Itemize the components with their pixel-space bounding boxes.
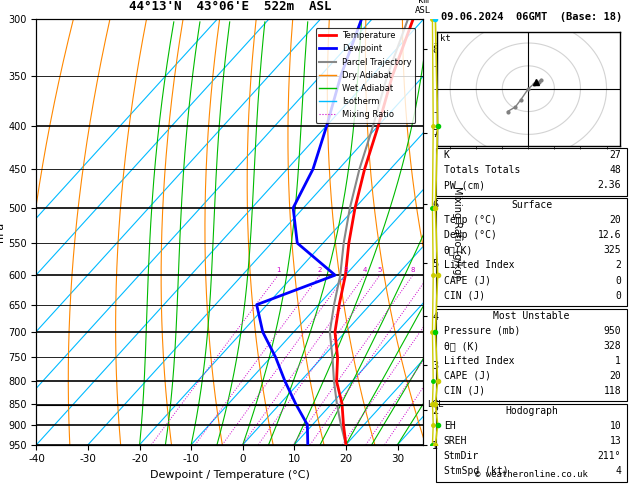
X-axis label: Dewpoint / Temperature (°C): Dewpoint / Temperature (°C) (150, 470, 310, 480)
Text: K: K (444, 150, 450, 160)
Text: θᴇ (K): θᴇ (K) (444, 341, 479, 351)
Bar (436, 198, 627, 306)
Text: 5: 5 (377, 267, 382, 273)
Text: 10: 10 (610, 421, 621, 431)
Text: Temp (°C): Temp (°C) (444, 215, 497, 226)
Text: 20: 20 (610, 371, 621, 381)
Bar (436, 404, 627, 482)
Text: 20: 20 (610, 215, 621, 226)
Text: Totals Totals: Totals Totals (444, 165, 520, 175)
Text: 09.06.2024  06GMT  (Base: 18): 09.06.2024 06GMT (Base: 18) (441, 12, 622, 22)
Text: 10: 10 (425, 267, 433, 273)
Text: EH: EH (444, 421, 455, 431)
Text: 950: 950 (604, 326, 621, 336)
Text: 1: 1 (276, 267, 281, 273)
Text: © weatheronline.co.uk: © weatheronline.co.uk (475, 469, 588, 479)
Text: Hodograph: Hodograph (505, 406, 558, 416)
Text: StmSpd (kt): StmSpd (kt) (444, 466, 508, 476)
Text: CIN (J): CIN (J) (444, 291, 485, 301)
Text: PW (cm): PW (cm) (444, 180, 485, 191)
Text: CAPE (J): CAPE (J) (444, 371, 491, 381)
Text: 4: 4 (615, 466, 621, 476)
Bar (436, 148, 627, 196)
Text: LCL: LCL (427, 400, 443, 409)
Text: 2: 2 (318, 267, 322, 273)
Text: 1: 1 (615, 356, 621, 366)
Y-axis label: Mixing Ratio (g/kg): Mixing Ratio (g/kg) (452, 186, 462, 278)
Text: 2.36: 2.36 (598, 180, 621, 191)
Text: Lifted Index: Lifted Index (444, 260, 515, 271)
Text: Lifted Index: Lifted Index (444, 356, 515, 366)
Text: StmDir: StmDir (444, 451, 479, 461)
Text: km
ASL: km ASL (415, 0, 431, 15)
Legend: Temperature, Dewpoint, Parcel Trajectory, Dry Adiabat, Wet Adiabat, Isotherm, Mi: Temperature, Dewpoint, Parcel Trajectory… (316, 28, 415, 122)
Text: 0: 0 (615, 291, 621, 301)
Text: 4: 4 (362, 267, 367, 273)
Bar (436, 309, 627, 401)
Text: θᴇ(K): θᴇ(K) (444, 245, 473, 256)
Text: SREH: SREH (444, 436, 467, 446)
Text: 12.6: 12.6 (598, 230, 621, 241)
Text: Surface: Surface (511, 200, 552, 210)
Text: 8: 8 (411, 267, 415, 273)
Text: 44°13'N  43°06'E  522m  ASL: 44°13'N 43°06'E 522m ASL (129, 0, 331, 13)
Y-axis label: hPa: hPa (0, 222, 6, 242)
Text: 118: 118 (604, 386, 621, 396)
Text: 328: 328 (604, 341, 621, 351)
Text: 2: 2 (615, 260, 621, 271)
Text: 0: 0 (615, 276, 621, 286)
Text: 211°: 211° (598, 451, 621, 461)
Text: CAPE (J): CAPE (J) (444, 276, 491, 286)
Text: 13: 13 (610, 436, 621, 446)
Text: 3: 3 (343, 267, 348, 273)
Text: Pressure (mb): Pressure (mb) (444, 326, 520, 336)
Text: 27: 27 (610, 150, 621, 160)
Text: CIN (J): CIN (J) (444, 386, 485, 396)
Text: Dewp (°C): Dewp (°C) (444, 230, 497, 241)
Text: 325: 325 (604, 245, 621, 256)
Text: kt: kt (440, 34, 450, 43)
Text: Most Unstable: Most Unstable (493, 311, 570, 321)
Text: 48: 48 (610, 165, 621, 175)
